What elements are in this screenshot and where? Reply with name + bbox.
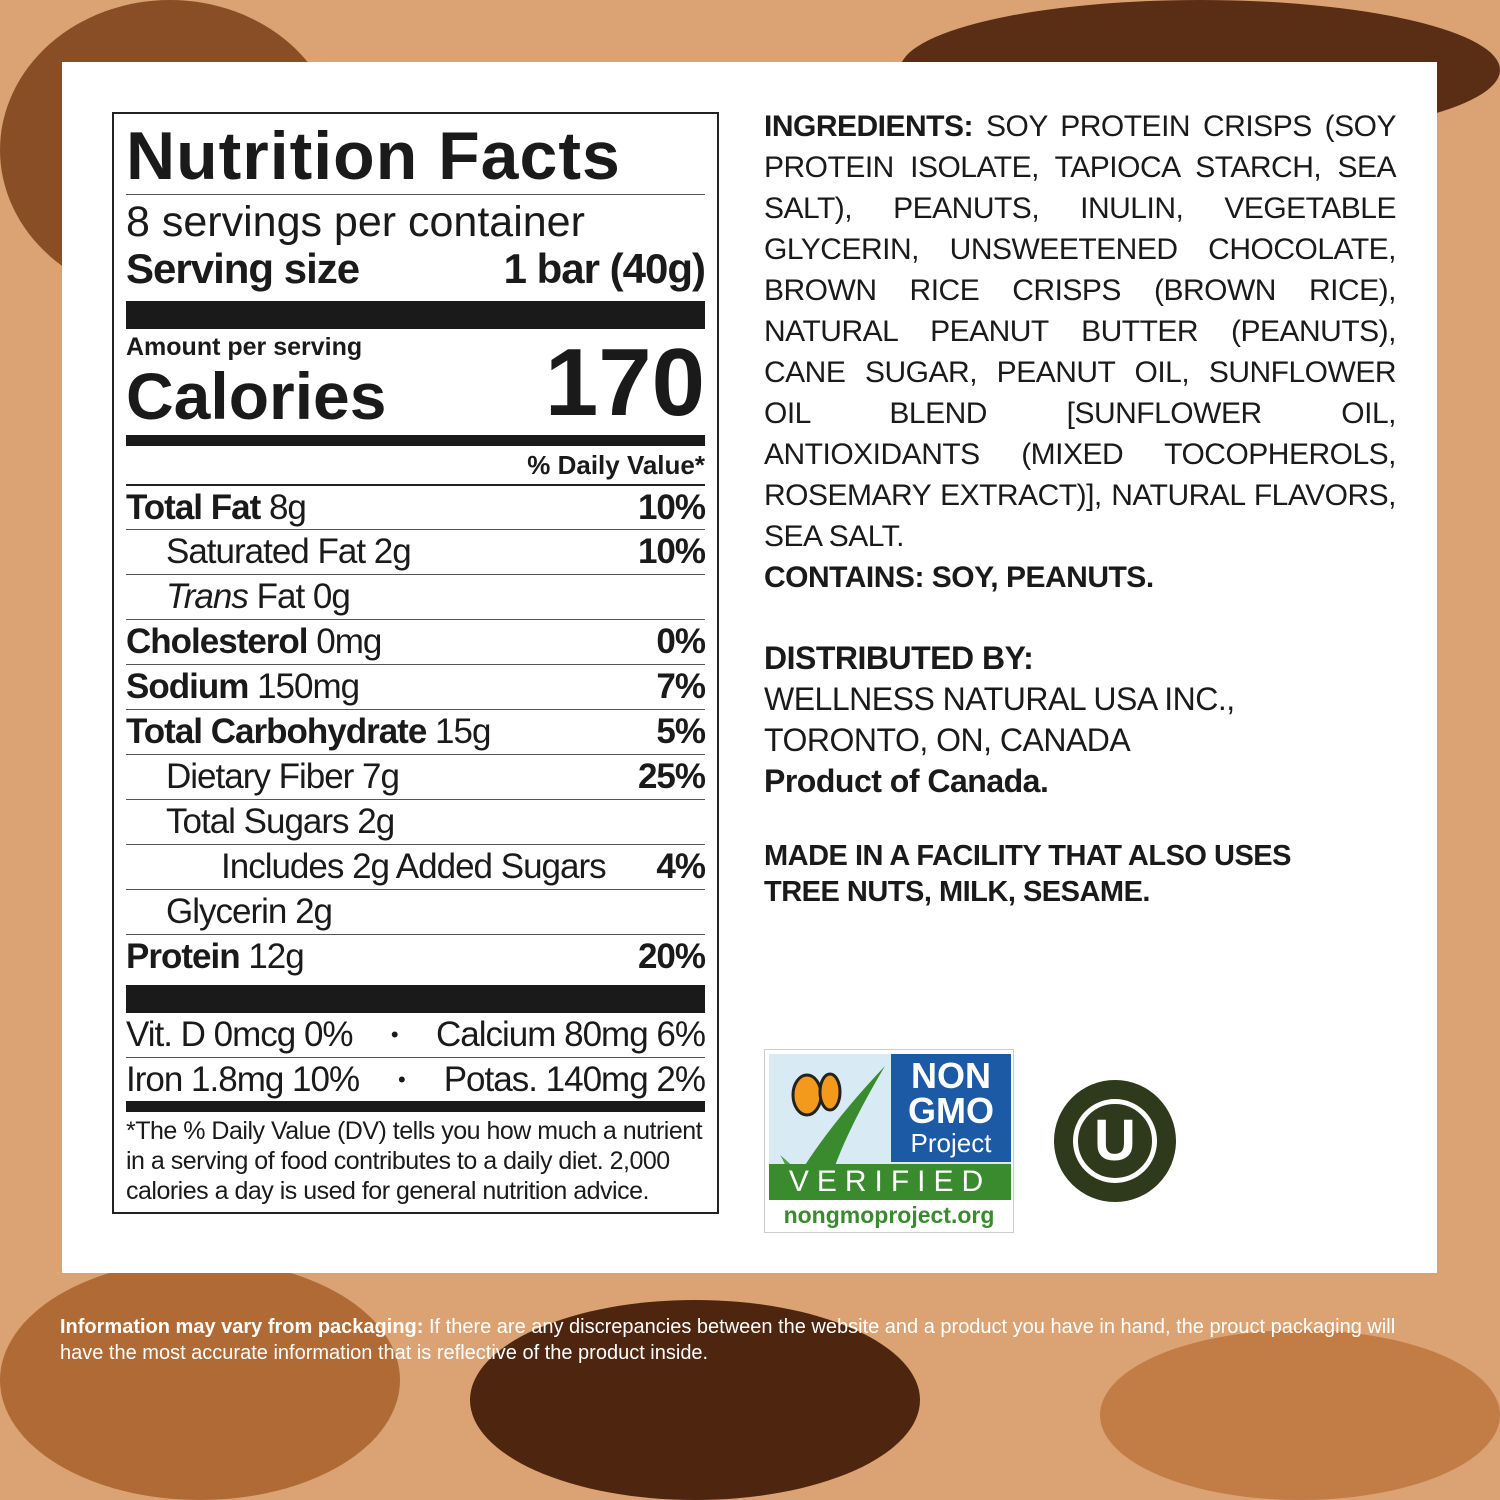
nutrient-daily-value: 7% <box>656 667 706 706</box>
nutrient-daily-value: 0% <box>656 622 706 661</box>
vitamin-row: Vit. D 0mcg 0% • Calcium 80mg 6% <box>126 1013 706 1057</box>
ingredients-label: INGREDIENTS: <box>764 110 974 143</box>
nutrient-name: Sodium 150mg <box>126 667 360 707</box>
nutrient-name: Trans Fat 0g <box>166 577 351 617</box>
nutrient-name: Cholesterol 0mg <box>126 622 382 662</box>
nutrient-daily-value: 10% <box>637 532 706 571</box>
nutrient-label: Total Fat <box>126 487 261 527</box>
background-blob <box>470 1300 920 1500</box>
nutrient-row: Dietary Fiber 7g 25% <box>126 754 706 799</box>
nutrient-name: Total Sugars 2g <box>166 802 395 842</box>
non-gmo-url: nongmoproject.org <box>783 1202 995 1228</box>
kosher-symbol: U <box>1073 1099 1157 1183</box>
nutrient-label: Saturated Fat 2g <box>166 532 412 571</box>
vitamin-right: Calcium 80mg 6% <box>435 1015 706 1054</box>
nutrient-name: Glycerin 2g <box>166 892 333 932</box>
nutrient-label: Dietary Fiber 7g <box>166 757 400 796</box>
nutrient-amount: 12g <box>248 937 304 976</box>
right-column: INGREDIENTS: SOY PROTEIN CRISPS (SOY PRO… <box>764 106 1397 1233</box>
nutrient-label: Sodium <box>126 667 249 706</box>
nutrient-row: Trans Fat 0g <box>126 574 705 619</box>
non-gmo-text: GMO <box>908 1090 994 1131</box>
nutrient-row: Glycerin 2g <box>126 889 705 934</box>
disclaimer-text: If there are any discrepancies between t… <box>60 1316 1396 1364</box>
non-gmo-text: NON <box>911 1055 991 1096</box>
disclaimer-title: Information may vary from packaging: <box>60 1316 424 1338</box>
nutrient-name: Saturated Fat 2g <box>166 532 412 572</box>
nutrient-name: Dietary Fiber 7g <box>166 757 400 797</box>
nutrient-row: Total Carbohydrate 15g 5% <box>126 709 706 754</box>
verified-text: VERIFIED <box>769 1164 1011 1200</box>
nutrient-label: Total Sugars 2g <box>166 802 395 841</box>
footnote: *The % Daily Value (DV) tells you how mu… <box>126 1117 703 1205</box>
nutrient-daily-value: 10% <box>637 487 706 527</box>
amount-per-serving: Amount per serving <box>126 333 363 361</box>
kosher-icon: U <box>1054 1080 1176 1202</box>
vitamin-row: Iron 1.8mg 10% • Potas. 140mg 2% <box>126 1057 706 1101</box>
nutrient-amount: 0mg <box>316 622 382 661</box>
vitamin-right: Potas. 140mg 2% <box>443 1059 706 1099</box>
disclaimer: Information may vary from packaging: If … <box>60 1314 1440 1366</box>
calories-value: 170 <box>544 329 705 436</box>
vitamin-left: Vit. D 0mcg 0% <box>126 1015 354 1054</box>
content-panel <box>62 62 1437 1273</box>
nutrition-facts-label: Nutrition Facts 8 servings per container… <box>112 112 719 1214</box>
ingredients-text: SOY PROTEIN CRISPS (SOY PROTEIN ISOLATE,… <box>764 110 1397 553</box>
nutrient-label: Trans <box>166 577 249 616</box>
product-origin: Product of Canada. <box>764 763 1049 799</box>
nutrient-row: Sodium 150mg 7% <box>126 664 706 709</box>
distributor-location: TORONTO, ON, CANADA <box>764 722 1131 758</box>
nutrient-amount: 150mg <box>257 667 360 706</box>
nutrient-label: Protein <box>126 937 241 976</box>
nutrient-label: Includes 2g Added Sugars <box>221 847 607 886</box>
nutrient-row: Total Fat 8g 10% <box>126 484 706 529</box>
serving-size-value: 1 bar (40g) <box>503 245 706 292</box>
bullet: • <box>390 1022 399 1047</box>
nutrient-name: Total Carbohydrate 15g <box>126 712 491 752</box>
calories-label: Calories <box>126 359 387 433</box>
nutrient-row: Includes 2g Added Sugars 4% <box>126 844 706 889</box>
nutrient-daily-value: 25% <box>637 757 706 796</box>
nutrient-row: Cholesterol 0mg 0% <box>126 619 706 664</box>
vitamin-left: Iron 1.8mg 10% <box>126 1059 360 1099</box>
daily-value-header: % Daily Value* <box>527 450 705 480</box>
distributor: DISTRIBUTED BY: WELLNESS NATURAL USA INC… <box>764 638 1396 802</box>
background-blob <box>0 1260 400 1500</box>
nutrient-amount: 15g <box>435 712 491 751</box>
nutrient-name: Total Fat 8g <box>126 487 307 528</box>
nutrient-label: Glycerin 2g <box>166 892 333 931</box>
nutrient-row: Saturated Fat 2g 10% <box>126 529 706 574</box>
nutrient-label: Total Carbohydrate <box>126 712 427 751</box>
nutrient-row: Total Sugars 2g <box>126 799 705 844</box>
nutrient-daily-value: 5% <box>656 712 706 751</box>
nutrition-title: Nutrition Facts <box>126 118 621 194</box>
nutrient-name: Protein 12g <box>126 937 305 977</box>
non-gmo-text: Project <box>910 1128 992 1158</box>
ingredients: INGREDIENTS: SOY PROTEIN CRISPS (SOY PRO… <box>764 106 1397 598</box>
bullet: • <box>398 1066 406 1092</box>
servings-per-container: 8 servings per container <box>126 198 585 246</box>
nutrient-daily-value: 4% <box>656 847 706 886</box>
distributed-by-label: DISTRIBUTED BY: <box>764 640 1034 676</box>
nutrient-amount: 8g <box>268 487 307 527</box>
nutrient-amount: Fat 0g <box>256 577 351 616</box>
nutrient-row: Protein 12g 20% <box>126 934 706 979</box>
nutrient-daily-value: 20% <box>637 937 706 976</box>
serving-size-label: Serving size <box>126 245 360 292</box>
nutrient-name: Includes 2g Added Sugars <box>221 847 607 887</box>
background-blob <box>1100 1330 1500 1500</box>
allergen-note: MADE IN A FACILITY THAT ALSO USES TREE N… <box>764 840 1292 908</box>
contains-statement: CONTAINS: SOY, PEANUTS. <box>764 561 1154 594</box>
nutrient-label: Cholesterol <box>126 622 309 661</box>
certification-badges: NON GMO Project VERIFIED nongmoproject.o… <box>764 1019 1396 1233</box>
distributor-name: WELLNESS NATURAL USA INC., <box>764 681 1235 717</box>
non-gmo-badge: NON GMO Project VERIFIED nongmoproject.o… <box>764 1049 1014 1233</box>
